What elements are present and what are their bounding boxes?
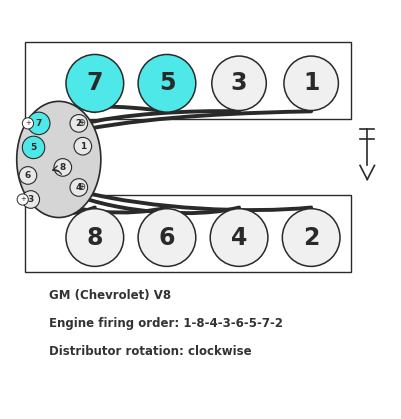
Text: 5: 5 — [30, 143, 36, 152]
Circle shape — [74, 137, 91, 155]
Circle shape — [282, 209, 339, 266]
Circle shape — [66, 209, 124, 266]
Text: 2: 2 — [302, 225, 318, 250]
Text: GM (Chevrolet) V8: GM (Chevrolet) V8 — [49, 289, 170, 302]
Text: 3: 3 — [28, 195, 34, 204]
Text: 2: 2 — [75, 119, 82, 128]
Text: Distributor rotation: clockwise: Distributor rotation: clockwise — [49, 345, 251, 358]
Circle shape — [27, 112, 50, 134]
Circle shape — [138, 209, 195, 266]
Circle shape — [138, 54, 195, 112]
Circle shape — [70, 114, 87, 132]
Circle shape — [283, 56, 338, 111]
Text: 6: 6 — [25, 171, 31, 180]
Text: 3: 3 — [230, 71, 247, 95]
Text: 1: 1 — [79, 142, 86, 151]
Text: 5: 5 — [158, 71, 175, 95]
Text: 4: 4 — [75, 183, 82, 192]
Text: 4: 4 — [230, 225, 247, 250]
Text: 8: 8 — [86, 225, 103, 250]
Bar — [25, 42, 350, 119]
Circle shape — [66, 54, 124, 112]
Text: +: + — [25, 120, 31, 127]
Text: 6: 6 — [158, 225, 175, 250]
Text: +: + — [20, 197, 26, 202]
Circle shape — [211, 56, 265, 111]
Bar — [25, 196, 350, 272]
Text: 8: 8 — [59, 163, 66, 172]
Text: 1: 1 — [302, 71, 318, 95]
Circle shape — [210, 209, 267, 266]
Circle shape — [54, 159, 71, 176]
Ellipse shape — [17, 101, 101, 217]
Text: ⊕: ⊕ — [77, 119, 85, 128]
Circle shape — [22, 191, 39, 208]
Text: ⊕: ⊕ — [77, 182, 85, 192]
Text: Engine firing order: 1-8-4-3-6-5-7-2: Engine firing order: 1-8-4-3-6-5-7-2 — [49, 317, 282, 330]
Circle shape — [22, 118, 33, 129]
Circle shape — [19, 167, 36, 184]
Circle shape — [22, 136, 45, 159]
Circle shape — [17, 194, 28, 205]
Circle shape — [70, 178, 87, 196]
Text: 7: 7 — [86, 71, 103, 95]
Text: 7: 7 — [35, 119, 42, 128]
